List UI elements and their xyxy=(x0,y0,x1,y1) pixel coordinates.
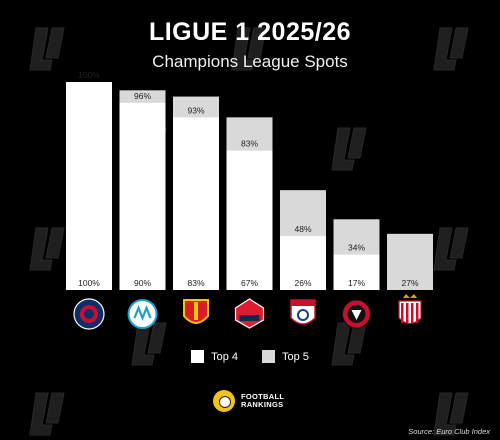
watermark-logo-icon xyxy=(29,27,65,71)
data-label-top5: 100% xyxy=(78,70,100,80)
football-rankings-icon xyxy=(213,390,235,412)
bar-top4-rennes xyxy=(333,254,380,290)
data-label-top4: 17% xyxy=(348,278,365,288)
chart-title: LIGUE 1 2025/26 xyxy=(148,18,352,46)
lens-crest-icon xyxy=(183,299,209,324)
lille-crest-icon xyxy=(234,298,265,329)
watermark-logo-icon xyxy=(433,392,469,436)
psg-crest-icon xyxy=(73,298,105,330)
data-label-top4: 100% xyxy=(78,278,100,288)
bar-top4-psg xyxy=(66,82,112,290)
data-label-top4: 26% xyxy=(294,278,311,288)
brand-line2: RANKINGS xyxy=(241,400,284,409)
lyon-crest-icon xyxy=(290,299,316,325)
rennes-crest-icon xyxy=(342,299,371,329)
brand-text: FOOTBALL RANKINGS xyxy=(241,393,284,409)
data-label-top4: 67% xyxy=(241,278,258,288)
brand-line1: FOOTBALL xyxy=(241,392,285,401)
data-label-top5: 93% xyxy=(187,105,204,115)
monaco-crest-icon xyxy=(398,294,422,325)
bar-top4-lens xyxy=(173,117,219,290)
data-label-top5: 27% xyxy=(401,278,418,288)
brand-logo: FOOTBALL RANKINGS xyxy=(213,390,284,412)
marseille-crest-icon xyxy=(127,299,158,329)
legend-label-top4: Top 4 xyxy=(211,350,238,363)
bar-top5-monaco xyxy=(387,233,433,290)
data-label-top5: 83% xyxy=(241,139,258,149)
legend-swatch-top5 xyxy=(262,350,275,363)
bar-top4-lille xyxy=(226,150,273,290)
data-label-top5: 48% xyxy=(294,224,311,234)
legend-swatch-top4 xyxy=(191,350,205,363)
watermark-logo-icon xyxy=(131,322,167,366)
legend: Top 4 Top 5 xyxy=(0,350,500,363)
data-label-top5: 34% xyxy=(348,243,365,253)
source-note: Source: Euro Club Index xyxy=(408,427,490,436)
watermark-logo-icon xyxy=(433,27,469,71)
data-label-top4: 83% xyxy=(187,278,204,288)
watermark-logo-icon xyxy=(29,227,65,271)
legend-label-top5: Top 5 xyxy=(282,350,309,363)
watermark-logo-icon xyxy=(29,392,65,436)
legend-item-top5: Top 5 xyxy=(262,350,309,363)
bar-top4-lyon xyxy=(280,235,326,290)
watermark-logo-icon xyxy=(433,227,469,271)
watermark-logo-icon xyxy=(231,27,267,71)
watermark-logo-icon xyxy=(331,127,367,171)
data-label-top5: 96% xyxy=(134,91,151,101)
data-label-top4: 90% xyxy=(134,278,151,288)
bar-top4-marseille xyxy=(119,102,166,290)
chart-subtitle: Champions League Spots xyxy=(152,52,348,71)
legend-item-top4: Top 4 xyxy=(191,350,238,363)
